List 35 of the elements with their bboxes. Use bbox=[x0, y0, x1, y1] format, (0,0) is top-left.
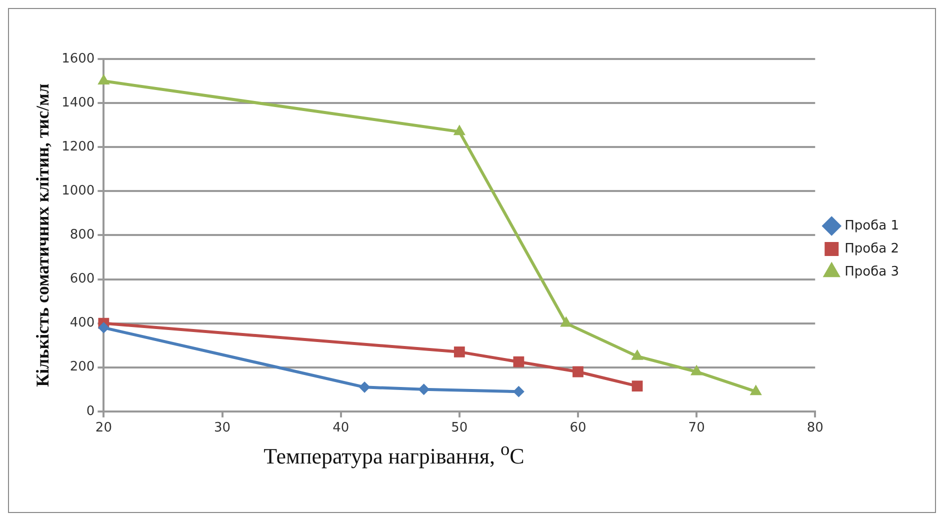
point bbox=[98, 74, 110, 85]
point bbox=[513, 356, 524, 368]
point bbox=[359, 382, 370, 393]
y-axis-title: Кількість соматичних клітин, тис/мл bbox=[32, 83, 52, 387]
x-tick-label: 80 bbox=[806, 420, 824, 436]
point bbox=[632, 350, 643, 360]
y-tick-label: 1400 bbox=[62, 95, 95, 110]
legend-label: Проба 3 bbox=[844, 264, 900, 280]
legend-label: Проба 1 bbox=[844, 218, 900, 234]
point bbox=[690, 365, 702, 376]
x-tick-label: 50 bbox=[451, 420, 468, 436]
point bbox=[513, 386, 524, 398]
point bbox=[750, 385, 762, 396]
y-tick-label: 600 bbox=[70, 272, 95, 287]
y-tick-label: 0 bbox=[86, 404, 95, 419]
point bbox=[418, 384, 430, 395]
y-tick-label: 1600 bbox=[62, 51, 95, 66]
legend-label: Проба 2 bbox=[844, 241, 900, 256]
x-tick-label: 40 bbox=[332, 420, 350, 436]
y-tick-label: 200 bbox=[70, 360, 95, 375]
point bbox=[454, 125, 466, 136]
y-tick-label: 1200 bbox=[62, 139, 95, 154]
x-tick-label: 70 bbox=[688, 420, 705, 436]
x-tick-label: 60 bbox=[570, 420, 586, 436]
point bbox=[98, 322, 110, 334]
point bbox=[572, 366, 584, 378]
x-axis-title: Температура нагрівання, $^{o}$C bbox=[262, 439, 526, 470]
x-tick-label: 30 bbox=[214, 420, 231, 436]
point bbox=[454, 346, 465, 358]
y-tick-label: 1000 bbox=[62, 184, 95, 199]
x-tick-label: 20 bbox=[95, 420, 112, 436]
point bbox=[632, 380, 643, 392]
y-tick-label: 800 bbox=[70, 228, 95, 243]
point bbox=[560, 316, 572, 327]
y-tick-label: 400 bbox=[70, 316, 95, 331]
